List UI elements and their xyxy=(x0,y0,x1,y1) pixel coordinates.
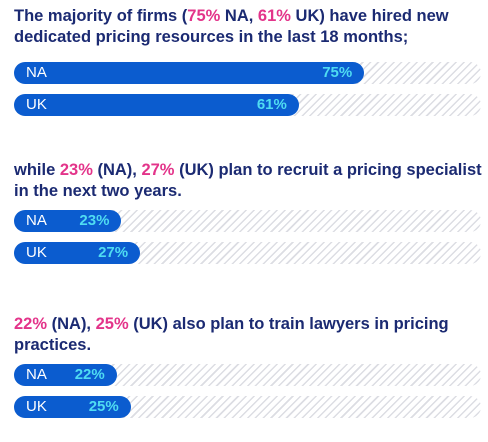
bar-label: NA xyxy=(26,366,47,383)
heading-text-post: (UK) also plan to train lawyers in prici… xyxy=(14,315,449,354)
section-heading: 22% (NA), 25% (UK) also plan to train la… xyxy=(14,314,484,356)
heading-highlight-uk: 61% xyxy=(257,7,291,25)
heading-highlight-uk: 25% xyxy=(95,315,129,333)
bar-value: 75% xyxy=(322,64,353,81)
bar-fill xyxy=(14,94,299,116)
heading-highlight-na: 75% xyxy=(187,7,221,25)
heading-text-mid: (NA), xyxy=(47,315,96,333)
section-heading: The majority of firms (75% NA, 61% UK) h… xyxy=(14,6,484,48)
heading-text-pre: while xyxy=(14,161,60,179)
bar-row-na: NA 75% xyxy=(14,62,481,84)
bar-track xyxy=(14,364,481,386)
bar-label: UK xyxy=(26,96,47,113)
heading-text-post: (UK) plan to recruit a pricing specialis… xyxy=(14,161,482,200)
bar-value: 23% xyxy=(79,212,110,229)
bar-value: 61% xyxy=(256,96,287,113)
bar-fill xyxy=(14,364,117,386)
bar-label: UK xyxy=(26,244,47,261)
heading-text-post: UK) have hired new dedicated pricing res… xyxy=(14,7,449,46)
bar-fill xyxy=(14,396,131,418)
bar-value: 25% xyxy=(88,398,119,415)
bar-value: 27% xyxy=(98,244,129,261)
bar-label: NA xyxy=(26,64,47,81)
bar-fill xyxy=(14,242,141,264)
bar-label: UK xyxy=(26,398,47,415)
heading-highlight-na: 22% xyxy=(14,315,48,333)
bar-value: 22% xyxy=(74,366,105,383)
heading-highlight-na: 23% xyxy=(59,161,93,179)
heading-text-pre: The majority of firms ( xyxy=(14,7,188,25)
bar-fill xyxy=(14,210,122,232)
bar-row-uk: UK 27% xyxy=(14,242,481,264)
bar-fill xyxy=(14,62,365,84)
heading-text-mid: (NA), xyxy=(92,161,142,179)
bar-label: NA xyxy=(26,212,47,229)
bar-row-na: NA 22% xyxy=(14,364,481,386)
section-heading: while 23% (NA), 27% (UK) plan to recruit… xyxy=(14,160,484,202)
bar-track xyxy=(14,396,481,418)
heading-highlight-uk: 27% xyxy=(141,161,175,179)
bar-row-na: NA 23% xyxy=(14,210,481,232)
bar-row-uk: UK 61% xyxy=(14,94,481,116)
heading-text-mid: NA, xyxy=(220,7,258,25)
bar-track xyxy=(14,210,481,232)
bar-row-uk: UK 25% xyxy=(14,396,481,418)
